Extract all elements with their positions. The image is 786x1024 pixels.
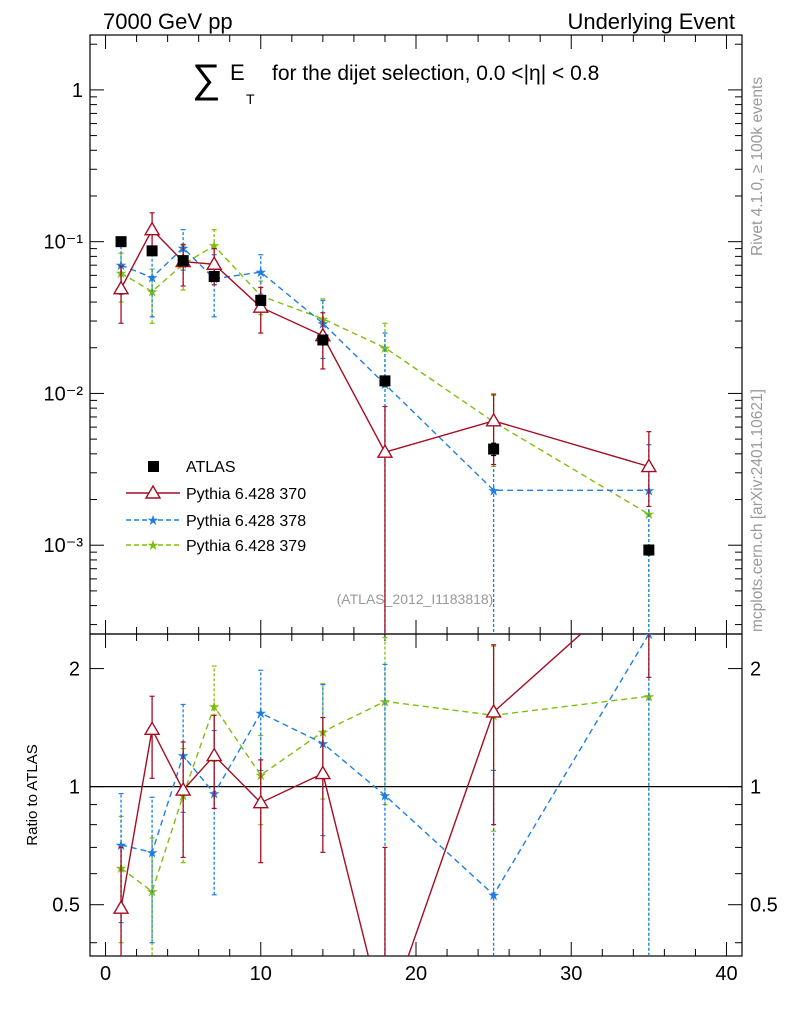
ratio-y-tick-label-left: 0.5	[52, 895, 80, 917]
ratio-p379-point: ★	[379, 693, 392, 709]
ratio-p370-point	[174, 781, 192, 796]
main-data-point	[255, 294, 267, 306]
main-data-point	[379, 375, 391, 387]
main-plot-area: ★★★★★★★★★★★★★★★★★★	[112, 212, 658, 634]
ratio-ylabel: Ratio to ATLAS	[24, 744, 41, 845]
main-p370-point	[112, 280, 130, 295]
ratio-p379-point: ★	[208, 699, 221, 715]
ratio-p370-point	[485, 703, 502, 718]
ratio-p370-point	[314, 765, 332, 780]
main-data-point	[177, 255, 189, 267]
main-p370-point	[143, 221, 161, 236]
legend-marker-p379: ★	[147, 537, 160, 553]
ratio-p370-point	[205, 747, 223, 762]
legend: ATLAS Pythia 6.428 370 ★ Pythia 6.428 37…	[126, 459, 306, 555]
main-p378-point: ★	[115, 257, 128, 273]
ratio-y-tick-label-right: 2	[750, 659, 761, 681]
main-p378-point: ★	[146, 270, 159, 286]
ratio-plot-area: ★★★★★★★★★★★★★★★★★★	[112, 634, 656, 1024]
ratio-p379-line	[120, 695, 649, 893]
main-data-point	[115, 236, 127, 248]
x-tick-label: 40	[715, 963, 737, 985]
main-p370-point	[640, 458, 658, 473]
ratio-p378-point: ★	[379, 787, 392, 803]
x-tick-label: 10	[250, 963, 272, 985]
ratio-p378-point: ★	[146, 844, 159, 860]
rivet-version-label: Rivet 4.1.0, ≥ 100k events	[749, 77, 766, 256]
legend-marker-p370	[144, 484, 162, 499]
legend-entry-p379: ★ Pythia 6.428 379	[126, 537, 306, 555]
main-data-point	[317, 334, 329, 346]
ratio-p370-point	[112, 899, 130, 914]
legend-label-p370: Pythia 6.428 370	[186, 486, 306, 503]
legend-marker-p378: ★	[147, 512, 160, 528]
header-left: 7000 GeV pp	[103, 9, 233, 34]
main-data-point	[208, 270, 220, 282]
mcplots-label: mcplots.cern.ch [arXiv:2401.10621]	[749, 389, 766, 632]
main-y-tick-label: 1	[72, 80, 83, 102]
legend-label-p379: Pythia 6.428 379	[186, 538, 306, 555]
main-p378-point: ★	[254, 264, 267, 280]
ratio-y-axis: 0.5 0.5 1 1 2 2	[52, 659, 778, 944]
x-tick-label: 30	[560, 963, 582, 985]
header-right: Underlying Event	[567, 9, 735, 34]
main-y-axis: 1 10⁻¹ 10⁻² 10⁻³	[44, 43, 742, 626]
ratio-y-tick-label-right: 0.5	[750, 895, 778, 917]
main-y-tick-label: 10⁻²	[44, 383, 84, 405]
legend-label-p378: Pythia 6.428 378	[186, 513, 306, 530]
legend-entry-atlas: ATLAS	[148, 459, 236, 476]
title-et: E	[230, 60, 245, 85]
main-y-tick-label: 10⁻¹	[44, 232, 84, 254]
ratio-y-tick-label-left: 1	[69, 777, 80, 799]
x-axis: 0 10 20 30 40	[100, 35, 738, 985]
title-et-subscript: T	[246, 91, 255, 107]
ratio-y-tick-label-right: 1	[750, 777, 761, 799]
ratio-p370-point	[143, 720, 161, 736]
main-y-tick-label: 10⁻³	[44, 535, 84, 557]
ratio-p378-point: ★	[115, 837, 128, 853]
main-data-point	[643, 544, 655, 556]
ratio-p378-line	[120, 634, 650, 896]
ratio-p378-point: ★	[487, 887, 500, 903]
x-tick-label: 0	[100, 963, 111, 985]
main-p370-point	[252, 298, 269, 313]
title-sigma: ∑	[192, 57, 221, 101]
ratio-p379-point: ★	[643, 688, 656, 704]
main-p378-point: ★	[487, 482, 500, 498]
analysis-watermark: (ATLAS_2012_I1183818)	[337, 591, 494, 607]
main-p370-point	[376, 443, 394, 458]
main-p370-point	[485, 412, 502, 427]
title-text: for the dijet selection, 0.0 <|η| < 0.8	[272, 62, 599, 85]
main-p370-point	[205, 255, 223, 270]
ratio-p370-point	[378, 1016, 392, 1024]
x-tick-label: 20	[405, 963, 427, 985]
main-data-point	[488, 443, 500, 455]
ratio-y-tick-label-left: 2	[69, 659, 80, 681]
main-p379-point: ★	[379, 340, 392, 356]
legend-label-atlas: ATLAS	[186, 459, 236, 476]
main-p379-point: ★	[208, 238, 221, 254]
legend-entry-p370: Pythia 6.428 370	[126, 484, 306, 503]
legend-entry-p378: ★ Pythia 6.428 378	[126, 512, 306, 530]
main-data-point	[146, 245, 158, 257]
ratio-p370-point	[252, 794, 269, 809]
legend-marker-atlas	[148, 461, 159, 472]
main-p378-line	[120, 246, 649, 492]
ratio-p378-point: ★	[254, 705, 267, 721]
